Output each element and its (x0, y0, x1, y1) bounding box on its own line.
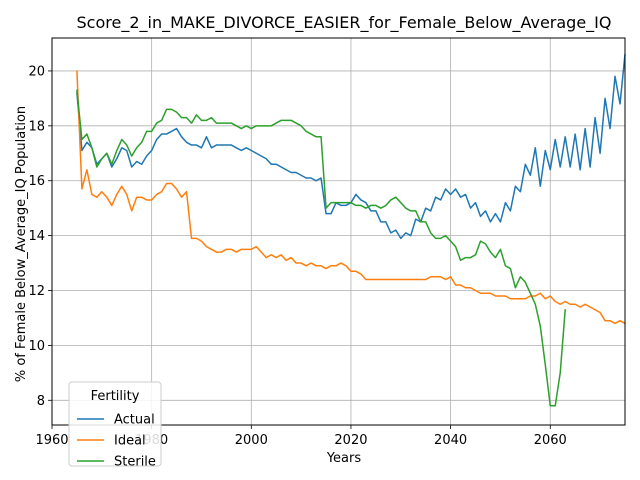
legend-title: Fertility (91, 389, 140, 404)
legend-label-ideal: Ideal (114, 434, 146, 449)
plot-frame (51, 37, 626, 426)
y-tick-label: 10 (28, 339, 45, 354)
y-tick-label: 14 (28, 229, 45, 244)
x-tick-label: 2040 (434, 433, 467, 448)
y-tick-label: 16 (28, 174, 45, 189)
x-axis-label: Years (326, 451, 362, 466)
grid-lines (51, 38, 625, 425)
y-tick-label: 8 (37, 394, 45, 409)
y-axis-ticks: 8 10 12 14 16 18 20 (28, 64, 52, 409)
x-tick-label: 1960 (35, 433, 68, 448)
legend-box (68, 381, 162, 467)
legend-label-sterile: Sterile (114, 455, 156, 470)
legend-items: Actual Ideal Sterile (77, 413, 156, 470)
y-axis-label: % of Female Below_Average_IQ Population (14, 106, 29, 382)
y-tick-label: 12 (28, 284, 45, 299)
y-tick-label: 20 (28, 64, 45, 79)
x-tick-label: 2020 (334, 433, 367, 448)
series-line-ideal (76, 70, 626, 325)
x-tick-label: 2060 (534, 433, 567, 448)
x-tick-label: 2000 (235, 433, 268, 448)
chart-title: Score_2_in_MAKE_DIVORCE_EASIER_for_Femal… (77, 13, 612, 33)
series-line-sterile (76, 89, 566, 407)
legend-label-actual: Actual (114, 413, 155, 428)
legend: Fertility Actual Ideal Sterile (68, 381, 162, 470)
series-lines (76, 53, 626, 407)
y-tick-label: 18 (28, 119, 45, 134)
